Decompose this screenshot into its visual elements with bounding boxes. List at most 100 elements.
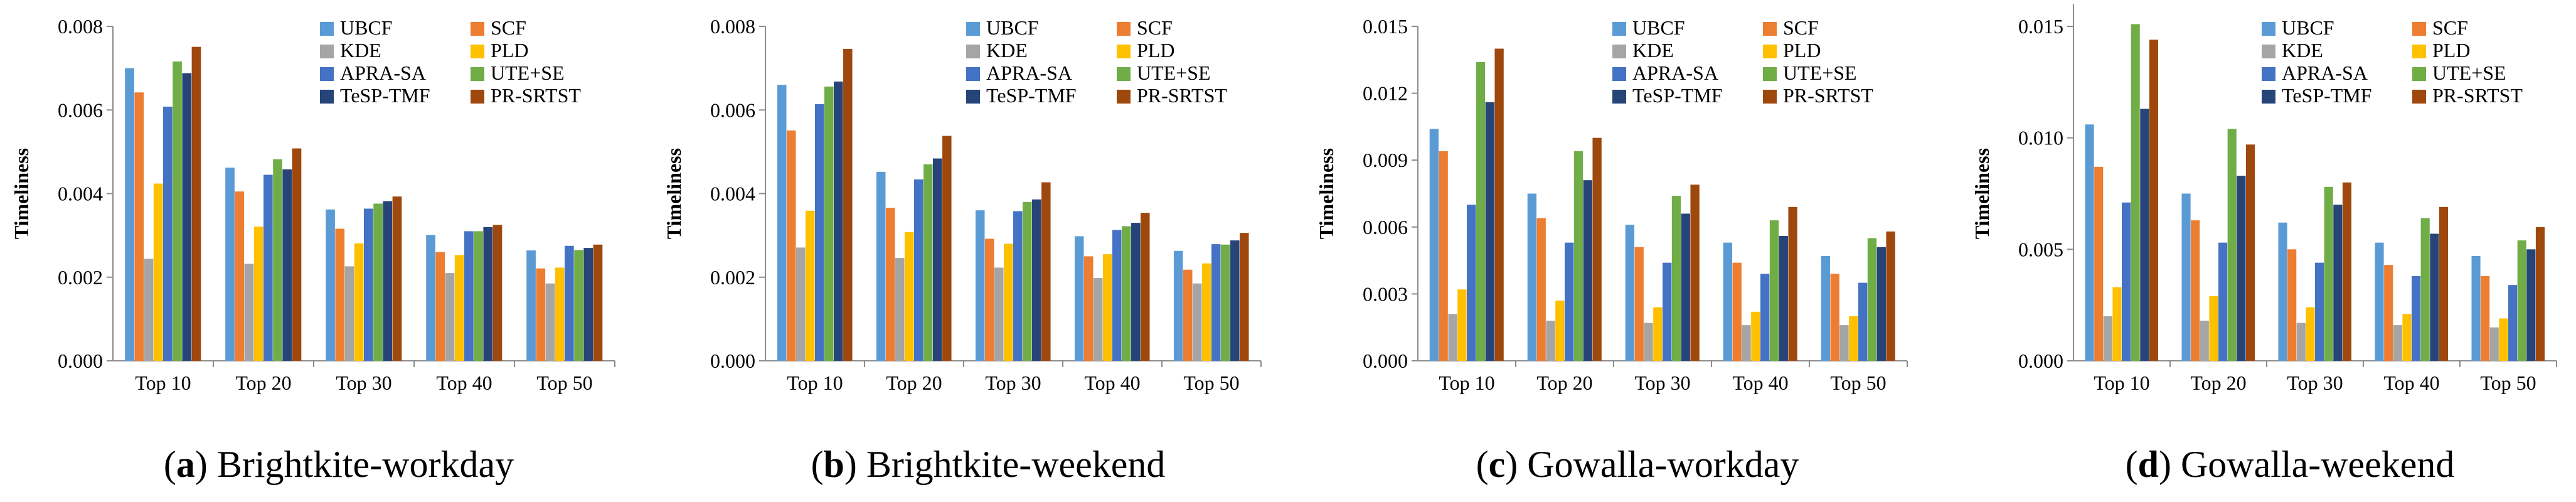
legend-swatch: [1612, 45, 1626, 58]
bar-tesp-tmf-top-30: [1681, 213, 1690, 361]
legend-label: TeSP-TMF: [2282, 84, 2372, 107]
caption-letter: a: [176, 444, 195, 485]
bar-ubcf-top-50: [2471, 255, 2481, 361]
panel-caption: (a) Brightkite-workday: [164, 444, 514, 485]
bar-kde-top-40: [2393, 325, 2402, 361]
bar-ubcf-top-40: [1723, 242, 1733, 361]
x-tick-label: Top 30: [985, 371, 1041, 394]
bar-scf-top-30: [1634, 247, 1644, 361]
legend-label: KDE: [1632, 39, 1674, 61]
bar-kde-top-20: [1546, 321, 1555, 361]
legend-swatch: [1763, 45, 1777, 58]
bar-apra-sa-top-50: [565, 245, 574, 361]
bar-kde-top-10: [1448, 314, 1457, 361]
x-tick-label: Top 50: [2480, 371, 2536, 394]
bar-scf-top-30: [335, 228, 345, 361]
legend-swatch: [471, 90, 484, 104]
bar-apra-sa-top-10: [2122, 202, 2131, 361]
legend-swatch: [1612, 67, 1626, 81]
bar-kde-top-30: [2296, 323, 2306, 361]
bar-pld-top-30: [1003, 243, 1013, 361]
bar-pr-srtst-top-10: [1494, 48, 1504, 361]
bar-scf-top-50: [1830, 274, 1839, 361]
legend-swatch: [471, 22, 484, 36]
legend-label: SCF: [1137, 16, 1173, 39]
y-tick-label: 0.000: [1363, 350, 1408, 372]
legend-swatch: [471, 45, 484, 58]
bar-pld-top-30: [1653, 307, 1663, 361]
bar-tesp-tmf-top-20: [933, 158, 942, 361]
legend-label: KDE: [2282, 39, 2323, 61]
y-axis-label: Timeliness: [10, 148, 33, 239]
bar-ute-se-top-50: [574, 250, 583, 361]
bar-pr-srtst-top-30: [1041, 182, 1051, 361]
bar-tesp-tmf-top-30: [2333, 205, 2343, 361]
bar-tesp-tmf-top-10: [182, 73, 192, 361]
x-tick-label: Top 10: [787, 371, 843, 394]
bar-ute-se-top-20: [273, 159, 282, 361]
bar-scf-top-50: [2481, 275, 2490, 361]
caption-letter: d: [2138, 444, 2159, 485]
bar-apra-sa-top-10: [815, 104, 824, 361]
bar-ubcf-top-30: [1625, 225, 1635, 361]
bar-scf-top-30: [984, 238, 994, 361]
bar-pr-srtst-top-20: [2245, 144, 2255, 361]
x-tick-label: Top 50: [1830, 371, 1886, 394]
bar-tesp-tmf-top-20: [2237, 176, 2246, 361]
bar-apra-sa-top-50: [1858, 282, 1868, 361]
chart-panel-d: 0.000 0.005 0.010 0.015 Timeliness Top 10 Top …: [1971, 4, 2557, 485]
bar-apra-sa-top-20: [2218, 242, 2228, 361]
bar-pld-top-10: [805, 210, 815, 361]
caption-paren-open: (: [164, 444, 176, 485]
y-tick-label: 0.012: [1363, 82, 1408, 105]
bar-ubcf-top-10: [125, 68, 134, 361]
legend-swatch: [2412, 22, 2426, 36]
y-tick-label: 0.004: [58, 183, 103, 205]
legend-label: PR-SRTST: [1137, 84, 1227, 107]
y-tick-label: 0.000: [710, 350, 755, 372]
x-tick-label: Top 10: [1439, 371, 1494, 394]
caption-paren-close: ): [1505, 444, 1527, 485]
bar-ubcf-top-50: [1173, 250, 1183, 361]
bar-tesp-tmf-top-30: [1032, 199, 1041, 361]
x-tick-label: Top 40: [2383, 371, 2439, 394]
bar-scf-top-20: [1536, 218, 1546, 361]
y-tick-label: 0.000: [2018, 350, 2063, 372]
bar-kde-top-20: [2200, 321, 2209, 361]
legend-label: UTE+SE: [491, 61, 565, 84]
y-tick-label: 0.010: [2018, 127, 2063, 149]
bar-ute-se-top-30: [373, 203, 383, 361]
legend-swatch: [2262, 67, 2275, 81]
bar-apra-sa-top-30: [1663, 262, 1672, 361]
bar-tesp-tmf-top-40: [483, 227, 493, 361]
bar-scf-top-50: [1183, 269, 1193, 361]
legend-swatch: [2412, 90, 2426, 104]
legend-label: UBCF: [986, 16, 1039, 39]
x-tick-label: Top 40: [1732, 371, 1788, 394]
legend-label: PLD: [1137, 39, 1174, 61]
bar-kde-top-50: [545, 283, 555, 361]
y-tick-label: 0.008: [58, 15, 103, 38]
y-tick-label: 0.004: [710, 183, 755, 205]
bar-pr-srtst-top-20: [942, 136, 952, 361]
legend-label: KDE: [986, 39, 1028, 61]
legend-swatch: [2412, 45, 2426, 58]
bar-pld-top-40: [1102, 254, 1112, 361]
legend-swatch: [1117, 90, 1131, 104]
bar-ute-se-top-10: [2131, 24, 2140, 361]
bar-pld-top-30: [354, 243, 364, 361]
bar-ubcf-top-50: [1821, 255, 1831, 361]
bar-kde-top-40: [1742, 325, 1751, 361]
bar-scf-top-10: [2094, 166, 2104, 361]
bar-pr-srtst-top-20: [292, 148, 302, 361]
chart-panel-b: 0.000 0.002 0.004 0.006 0.008 Timeliness Top 1…: [663, 15, 1262, 485]
bar-pld-top-50: [2499, 318, 2508, 361]
caption-paren-close: ): [2159, 444, 2181, 485]
bar-pr-srtst-top-10: [191, 46, 201, 361]
bar-ute-se-top-50: [1867, 238, 1877, 361]
bar-kde-top-20: [895, 258, 905, 361]
legend-swatch: [320, 90, 334, 104]
legend-label: SCF: [1783, 16, 1819, 39]
bar-tesp-tmf-top-50: [1230, 240, 1240, 361]
legend-label: PR-SRTST: [2432, 84, 2523, 107]
